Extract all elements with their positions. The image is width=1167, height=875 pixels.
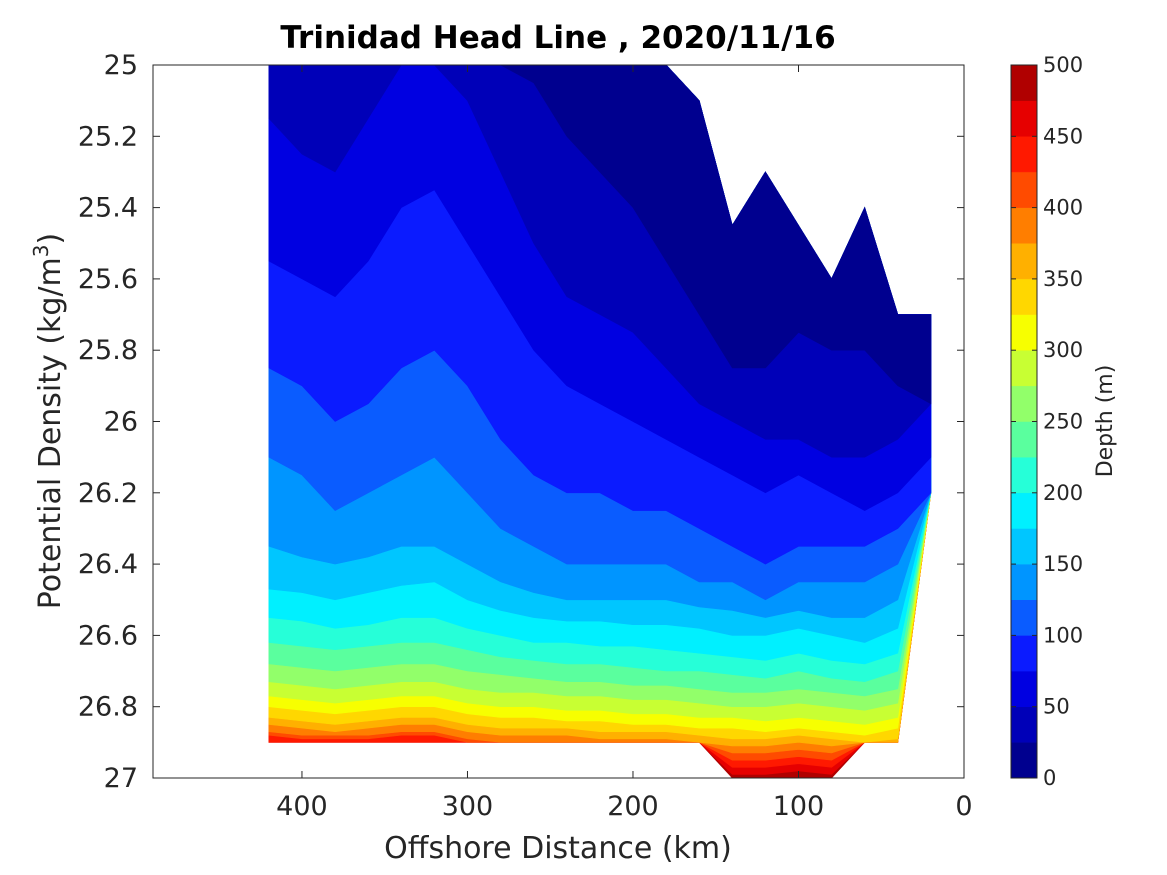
y-axis: 25 25.2 25.4 25.6 25.8 26 26.2 26.4 26.6 26.8 27 xyxy=(78,50,964,794)
colorbar-swatch-50-75m xyxy=(1010,670,1038,707)
colorbar-tick-label: 400 xyxy=(1043,196,1083,220)
colorbar-tick-label: 0 xyxy=(1043,766,1056,790)
colorbar: 0 50 100 150 200 250 300 350 400 450 500 xyxy=(1010,53,1083,790)
colorbar-swatch-175-200m xyxy=(1010,492,1038,529)
y-tick-label: 25.4 xyxy=(78,193,138,224)
colorbar-swatch-225-250m xyxy=(1010,421,1038,458)
colorbar-tick-label: 150 xyxy=(1043,552,1083,576)
y-tick-label: 25 xyxy=(104,50,138,81)
y-axis-label: Potential Density (kg/m3) xyxy=(29,233,68,609)
contour-band-0-25m xyxy=(268,65,932,405)
colorbar-swatch-75-100m xyxy=(1010,635,1038,672)
colorbar-swatch-250-275m xyxy=(1010,385,1038,422)
colorbar-swatch-375-400m xyxy=(1010,207,1038,244)
colorbar-swatch-200-225m xyxy=(1010,456,1038,494)
colorbar-swatch-300-325m xyxy=(1010,314,1038,351)
colorbar-tick-label: 300 xyxy=(1043,338,1083,362)
y-tick-label: 25.2 xyxy=(78,121,138,152)
x-axis: 400 300 200 100 0 xyxy=(276,65,973,822)
x-tick-label: 200 xyxy=(607,791,659,822)
colorbar-swatch-350-375m xyxy=(1010,243,1038,280)
x-tick-label: 0 xyxy=(955,791,972,822)
colorbar-label: Depth (m) xyxy=(1093,365,1118,478)
colorbar-swatch-125-150m xyxy=(1010,563,1038,600)
y-axis-label-superscript: 3 xyxy=(29,244,53,257)
colorbar-tick-label: 350 xyxy=(1043,267,1083,291)
x-tick-label: 400 xyxy=(276,791,328,822)
y-tick-label: 26.8 xyxy=(78,692,138,723)
colorbar-swatch-475-500m xyxy=(1010,64,1038,101)
colorbar-tick-label: 500 xyxy=(1043,53,1083,77)
colorbar-swatch-100-125m xyxy=(1010,599,1038,636)
y-tick-label: 26.2 xyxy=(78,478,138,509)
colorbar-swatch-150-175m xyxy=(1010,528,1038,565)
colorbar-swatch-450-475m xyxy=(1010,100,1038,137)
y-tick-label: 27 xyxy=(104,763,138,794)
colorbar-tick-label: 50 xyxy=(1043,695,1070,719)
colorbar-tick-label: 250 xyxy=(1043,410,1083,434)
colorbar-swatch-0-25m xyxy=(1010,742,1038,779)
y-tick-label: 25.8 xyxy=(78,335,138,366)
colorbar-tick-label: 450 xyxy=(1043,124,1083,148)
colorbar-swatch-25-50m xyxy=(1010,706,1038,743)
colorbar-swatch-425-450m xyxy=(1010,136,1038,173)
x-tick-label: 300 xyxy=(442,791,494,822)
y-axis-label-close: ) xyxy=(33,233,68,245)
y-tick-label: 25.6 xyxy=(78,264,138,295)
y-tick-label: 26.4 xyxy=(78,549,138,580)
colorbar-swatch-275-300m xyxy=(1010,349,1038,387)
colorbar-tick-label: 100 xyxy=(1043,623,1083,647)
x-tick-label: 100 xyxy=(773,791,825,822)
chart-title: Trinidad Head Line , 2020/11/16 xyxy=(280,20,835,56)
colorbar-swatch-400-425m xyxy=(1010,171,1038,208)
y-tick-label: 26 xyxy=(104,407,138,438)
colorbar-tick-label: 200 xyxy=(1043,481,1083,505)
x-axis-label: Offshore Distance (km) xyxy=(384,831,732,866)
y-tick-label: 26.6 xyxy=(78,620,138,651)
colorbar-swatch-325-350m xyxy=(1010,278,1038,315)
y-axis-label-main: Potential Density (kg/m xyxy=(33,257,68,609)
contour-fill-layer xyxy=(268,65,932,778)
